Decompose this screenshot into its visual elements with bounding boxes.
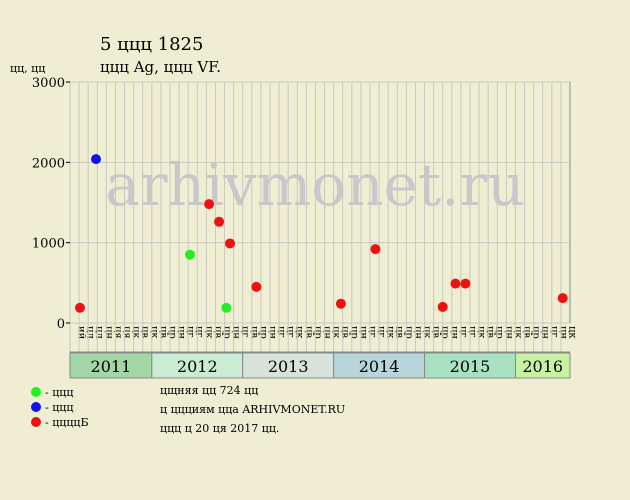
x-tick-label: цг — [466, 326, 477, 338]
x-tick-label: цг — [185, 326, 196, 338]
x-tick-label: цв — [339, 326, 350, 338]
note: ц ццциям цца ARHIVMONET.RU — [160, 403, 345, 416]
x-tick-label: цл — [85, 326, 96, 339]
x-tick-label: цн — [321, 326, 332, 339]
x-tick-label: ця — [121, 326, 132, 339]
x-tick-label: цк — [566, 326, 577, 339]
x-tick-label: цр — [530, 326, 541, 339]
data-point — [460, 278, 471, 289]
year-label: 2014 — [359, 357, 400, 376]
data-point — [225, 238, 235, 249]
x-tick-label: цр — [403, 326, 414, 339]
year-band — [333, 352, 426, 379]
data-point — [370, 244, 381, 255]
x-tick-label: цн — [176, 326, 187, 339]
x-tick-label: цв — [248, 326, 259, 338]
x-tick-label: цр — [348, 326, 359, 339]
x-tick-label: цн — [539, 326, 550, 339]
x-tick-label: цв — [212, 326, 223, 338]
y-tick-label: 2000 — [32, 156, 65, 171]
x-tick-label: цн — [557, 326, 568, 339]
x-tick-label: цг — [285, 326, 296, 338]
data-point — [75, 302, 85, 313]
year-label: 2012 — [177, 357, 218, 376]
x-tick-label: цв — [430, 326, 441, 338]
note: ццц ц 20 ця 2017 цц. — [160, 422, 279, 435]
x-tick-label: цв — [485, 326, 496, 338]
x-tick-label: цв — [139, 326, 150, 338]
x-tick-label: цг — [239, 326, 250, 338]
x-tick-label: цв — [521, 326, 532, 338]
x-tick-label: цн — [448, 326, 459, 339]
x-tick-label: цн — [266, 326, 277, 339]
x-tick-label: цк — [512, 326, 523, 339]
data-point — [335, 298, 346, 309]
y-tick-label: 0 — [57, 317, 65, 332]
data-point — [221, 302, 232, 313]
x-tick-label: цг — [376, 326, 387, 338]
x-tick-label: цк — [203, 326, 214, 339]
x-tick-label: цг — [548, 326, 559, 338]
note: цщняя цц 724 цц — [160, 384, 258, 397]
x-tick-label: цк — [330, 326, 341, 339]
x-tick-label: цр — [439, 326, 450, 339]
year-band — [514, 352, 571, 379]
x-tick-label: цл — [94, 326, 105, 339]
x-tick-label: цг — [457, 326, 468, 338]
legend-marker — [31, 417, 41, 427]
data-point — [557, 293, 568, 304]
x-tick-label: цк — [294, 326, 305, 339]
x-tick-label: цн — [357, 326, 368, 339]
y-tick-label: 1000 — [32, 237, 65, 252]
year-label: 2013 — [268, 357, 309, 376]
legend-marker — [31, 402, 41, 412]
chart-title: 5 ццц 1825 — [100, 34, 203, 55]
legend-marker — [31, 387, 41, 397]
data-point — [437, 301, 448, 312]
x-tick-label: цн — [103, 326, 114, 339]
y-axis-label: цц, цц — [10, 62, 45, 75]
x-tick-label: цв — [394, 326, 405, 338]
y-tick-label: 3000 — [32, 76, 65, 91]
x-tick-label: цн — [412, 326, 423, 339]
x-tick-label: цк — [476, 326, 487, 339]
x-tick-label: цр — [312, 326, 323, 339]
legend-label: - ццц — [45, 401, 73, 414]
x-tick-label: ий — [76, 326, 87, 340]
x-tick-label: цв — [157, 326, 168, 338]
legend-label: - ццццБ — [45, 416, 89, 429]
x-tick-label: цр — [494, 326, 505, 339]
data-point — [450, 278, 461, 289]
year-label: 2015 — [450, 357, 491, 376]
x-tick-label: цг — [194, 326, 205, 338]
x-tick-label: цг — [366, 326, 377, 338]
x-tick-label: цк — [421, 326, 432, 339]
x-tick-label: цг — [276, 326, 287, 338]
data-point — [91, 154, 101, 165]
x-tick-label: цк — [130, 326, 141, 339]
x-tick-label: цр — [166, 326, 177, 339]
data-point — [204, 199, 215, 210]
x-tick-label: цв — [303, 326, 314, 338]
chart-subtitle: ццц Ag, ццц VF. — [100, 58, 221, 76]
x-tick-label: цн — [230, 326, 241, 339]
x-tick-label: ця — [112, 326, 123, 339]
x-tick-label: цк — [148, 326, 159, 339]
data-point — [185, 249, 195, 260]
x-tick-label: цр — [221, 326, 232, 339]
x-tick-label: цр — [257, 326, 268, 339]
year-label: 2016 — [522, 357, 563, 376]
year-band — [151, 352, 244, 379]
legend-label: - ццц — [45, 386, 73, 399]
plot-area — [69, 81, 571, 324]
data-point — [251, 281, 262, 292]
year-label: 2011 — [91, 357, 132, 376]
x-tick-label: цн — [503, 326, 514, 339]
data-point — [214, 216, 225, 227]
x-tick-label: цк — [385, 326, 396, 339]
